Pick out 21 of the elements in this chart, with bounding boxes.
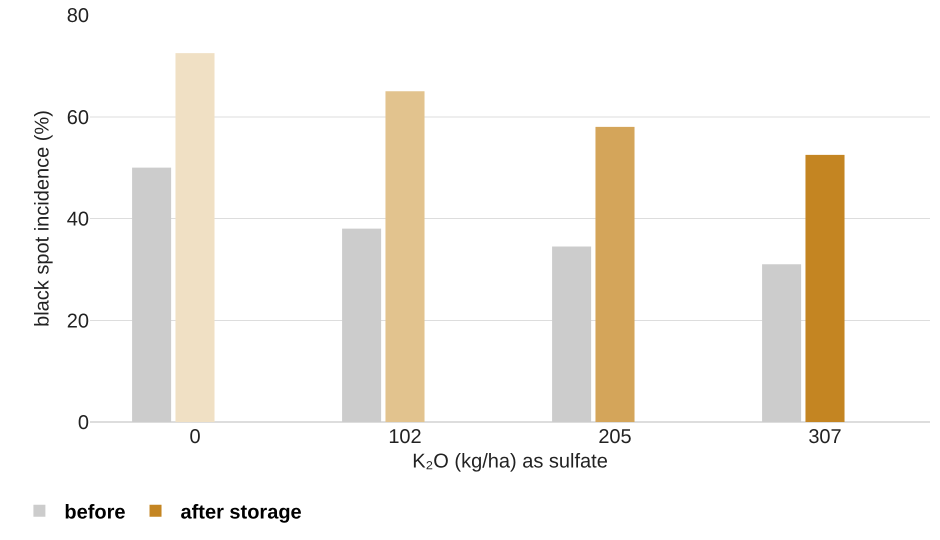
- y-tick-label: 80: [66, 5, 89, 27]
- x-tick-label: 205: [598, 426, 632, 448]
- y-axis-title: black spot incidence (%): [31, 110, 54, 327]
- x-tick-label: 307: [808, 426, 842, 448]
- bar: [805, 154, 845, 422]
- x-axis-title: K₂O (kg/ha) as sulfate: [412, 450, 608, 472]
- legend-label: after storage: [180, 501, 302, 524]
- y-tick-label: 0: [78, 412, 89, 434]
- legend-label: before: [64, 501, 126, 524]
- x-tick-label: 0: [189, 426, 201, 448]
- bar: [762, 264, 802, 422]
- bar: [595, 126, 635, 422]
- bar: [175, 53, 215, 422]
- y-tick-label: 20: [66, 310, 89, 332]
- bar: [342, 228, 382, 422]
- x-tick-label: 102: [388, 426, 422, 448]
- y-tick-label: 40: [66, 208, 89, 230]
- bar: [132, 168, 172, 422]
- y-tick-label: 60: [66, 106, 89, 129]
- bar: [552, 246, 592, 422]
- bar: [385, 91, 425, 422]
